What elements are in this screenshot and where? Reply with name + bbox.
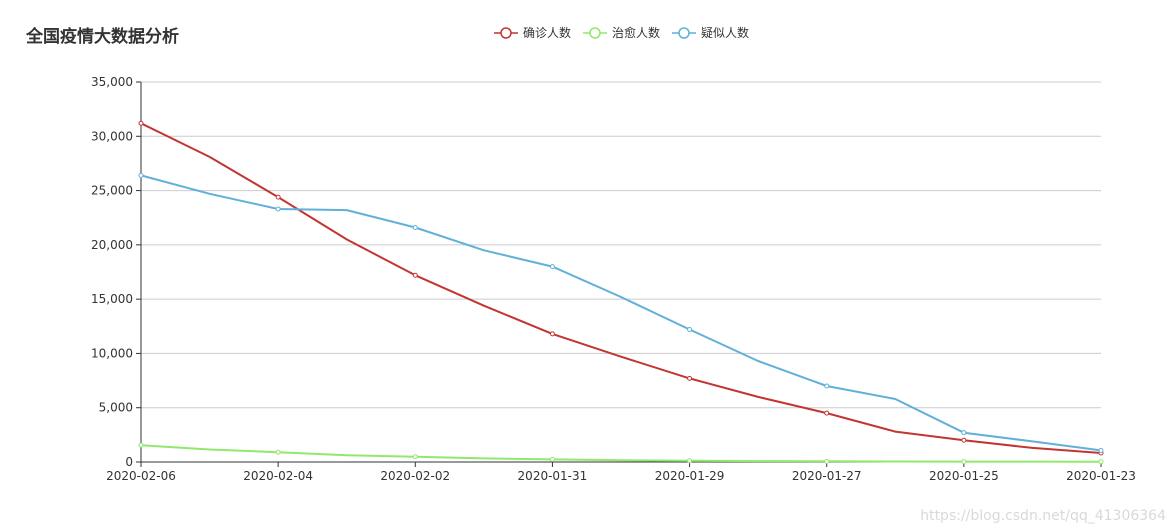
x-tick-label: 2020-01-27 xyxy=(792,469,862,483)
data-point xyxy=(138,120,144,126)
data-point xyxy=(138,442,144,448)
data-point xyxy=(412,454,418,460)
watermark-text: https://blog.csdn.net/qq_41306364 xyxy=(920,508,1166,524)
series-line-3 xyxy=(140,174,1102,452)
data-point xyxy=(275,206,281,212)
legend-marker xyxy=(589,27,601,39)
legend-item[interactable]: 确诊人数 xyxy=(494,25,571,40)
y-tick-label: 25,000 xyxy=(91,184,133,198)
legend-label: 确诊人数 xyxy=(523,25,571,40)
data-point xyxy=(824,458,830,464)
x-tick-label: 2020-01-23 xyxy=(1066,469,1136,483)
legend-marker xyxy=(678,27,690,39)
data-point xyxy=(824,410,830,416)
y-tick-label: 10,000 xyxy=(91,346,133,360)
x-tick-label: 2020-01-29 xyxy=(655,469,725,483)
data-point xyxy=(549,264,555,270)
x-tick-label: 2020-01-25 xyxy=(929,469,999,483)
series-line-1 xyxy=(140,122,1102,454)
data-point xyxy=(961,437,967,443)
y-tick-label: 35,000 xyxy=(91,75,133,89)
x-tick-label: 2020-02-02 xyxy=(380,469,450,483)
data-point xyxy=(1098,459,1104,465)
y-tick-label: 20,000 xyxy=(91,238,133,252)
y-tick-label: 0 xyxy=(125,455,133,469)
x-tick-label: 2020-02-04 xyxy=(243,469,313,483)
data-point xyxy=(412,224,418,230)
data-point xyxy=(1098,447,1104,453)
x-tick-label: 2020-02-06 xyxy=(106,469,176,483)
y-tick-label: 5,000 xyxy=(99,401,133,415)
legend-item[interactable]: 治愈人数 xyxy=(583,25,660,40)
data-point xyxy=(138,172,144,178)
y-tick-label: 30,000 xyxy=(91,129,133,143)
data-point xyxy=(687,327,693,333)
y-tick-label: 15,000 xyxy=(91,292,133,306)
data-point xyxy=(412,272,418,278)
chart-title: 全国疫情大数据分析 xyxy=(26,27,179,47)
data-point xyxy=(824,383,830,389)
data-point xyxy=(961,459,967,465)
data-point xyxy=(275,449,281,455)
legend-label: 疑似人数 xyxy=(701,25,749,40)
legend-item[interactable]: 疑似人数 xyxy=(672,25,749,40)
series-line-2 xyxy=(140,444,1102,463)
data-point xyxy=(275,194,281,200)
data-point xyxy=(549,331,555,337)
legend-marker xyxy=(500,27,512,39)
x-tick-label: 2020-01-31 xyxy=(518,469,588,483)
data-point xyxy=(687,458,693,464)
data-point xyxy=(687,375,693,381)
data-point xyxy=(961,430,967,436)
data-point xyxy=(549,456,555,462)
legend-label: 治愈人数 xyxy=(612,25,660,40)
